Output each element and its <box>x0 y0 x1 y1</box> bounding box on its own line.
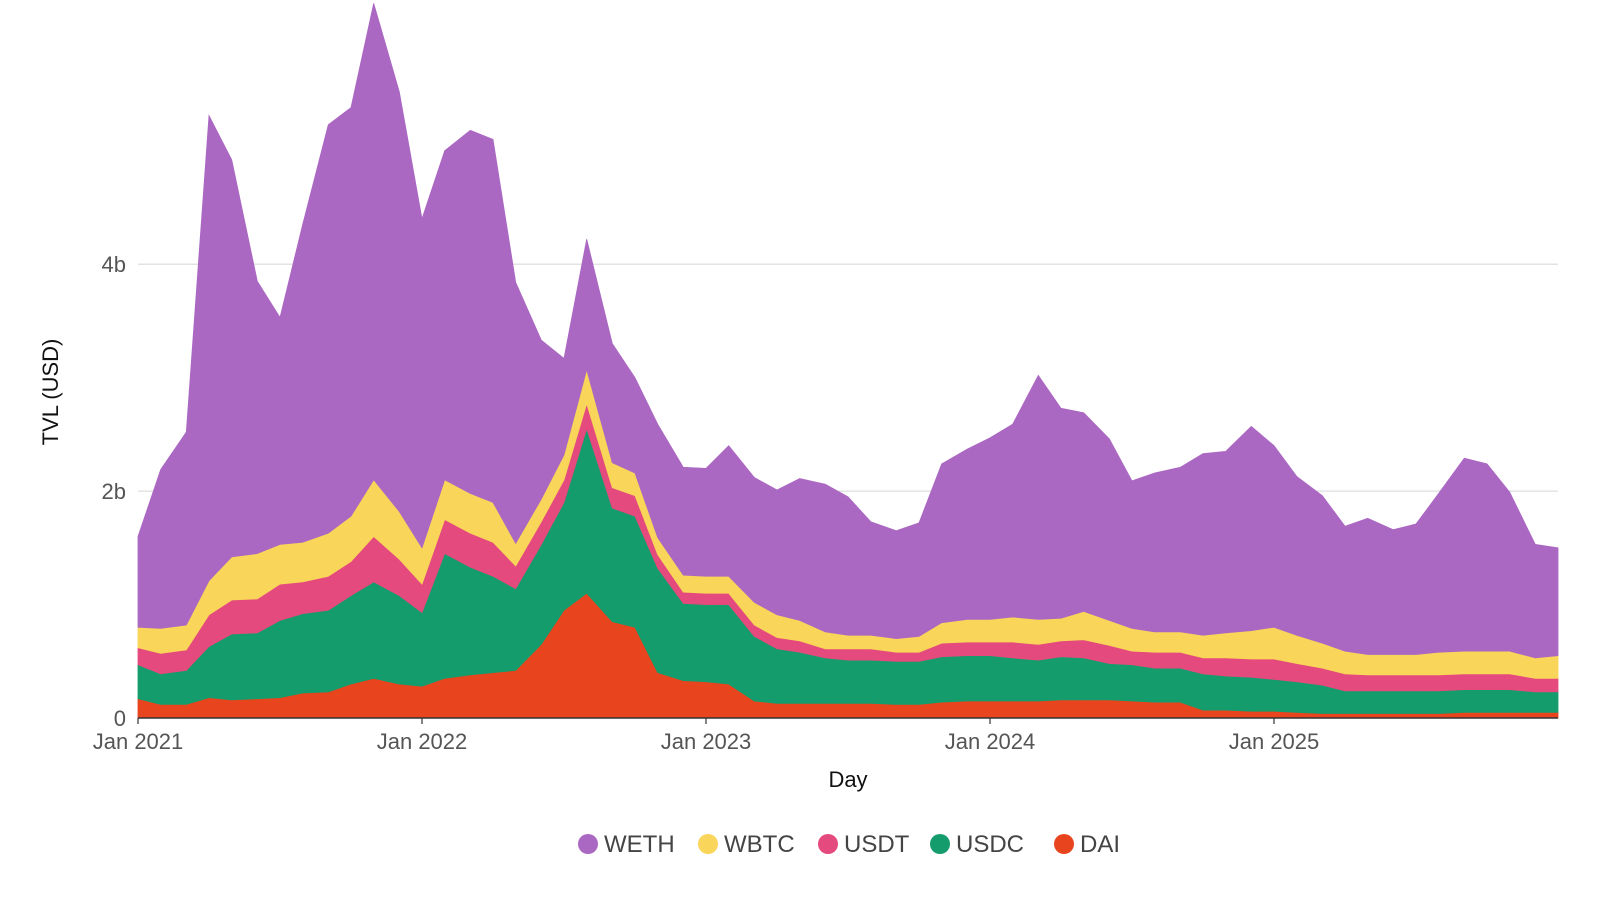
legend-item-usdt[interactable]: USDT <box>818 831 910 858</box>
y-tick-label: 4b <box>102 252 126 277</box>
area-series-layer <box>137 3 1559 719</box>
legend-swatch <box>698 834 718 854</box>
legend-label: WBTC <box>724 831 795 858</box>
x-tick-label: Jan 2022 <box>377 729 468 754</box>
x-axis-title: Day <box>828 767 867 792</box>
y-tick-label: 0 <box>114 706 126 731</box>
legend-label: USDC <box>956 831 1024 858</box>
legend-item-weth[interactable]: WETH <box>578 831 675 858</box>
x-tick-label: Jan 2021 <box>93 729 184 754</box>
x-tick-label: Jan 2023 <box>661 729 752 754</box>
legend-label: DAI <box>1080 831 1120 858</box>
y-axis-title: TVL (USD) <box>38 339 63 446</box>
y-tick-label: 2b <box>102 479 126 504</box>
legend-item-dai[interactable]: DAI <box>1054 831 1120 858</box>
legend: WETH WBTC USDT USDC DAI <box>578 831 1120 858</box>
legend-label: USDT <box>844 831 910 858</box>
legend-swatch <box>930 834 950 854</box>
legend-swatch <box>818 834 838 854</box>
area-series-weth <box>137 3 1559 659</box>
x-tick-label: Jan 2025 <box>1229 729 1320 754</box>
legend-item-wbtc[interactable]: WBTC <box>698 831 795 858</box>
legend-item-usdc[interactable]: USDC <box>930 831 1024 858</box>
y-axis-ticks: 0 2b 4b <box>102 252 126 731</box>
legend-label: WETH <box>604 831 675 858</box>
legend-swatch <box>578 834 598 854</box>
x-axis-ticks: Jan 2021 Jan 2022 Jan 2023 Jan 2024 Jan 2025 <box>93 718 1320 754</box>
x-tick-label: Jan 2024 <box>945 729 1036 754</box>
legend-swatch <box>1054 834 1074 854</box>
